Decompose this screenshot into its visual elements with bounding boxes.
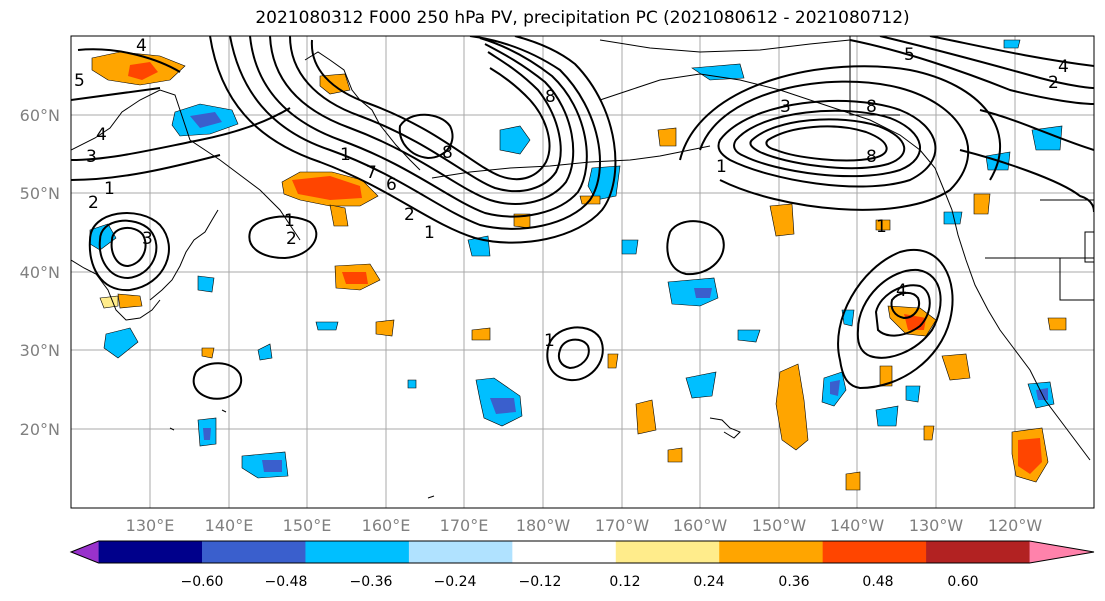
colorbar-segment [98,541,203,563]
colorbar-segment [202,541,306,563]
contour-label: 8 [866,97,877,117]
contour-label: 2 [1048,73,1059,93]
colorbar-tick-label: −0.48 [265,574,308,590]
lon-label: 130°W [909,516,964,535]
lat-label: 20°N [20,420,60,439]
colorbar-extend-min [71,541,99,563]
lon-label: 170°E [440,516,489,535]
lon-label: 160°E [362,516,411,535]
lon-label: 140°E [205,516,254,535]
contour-label: 6 [386,175,397,195]
pv-contours [71,36,1094,400]
lat-label: 50°N [20,184,60,203]
contour-label: 4 [136,36,147,56]
contour-label: 4 [896,281,907,301]
lon-label: 170°W [595,516,650,535]
contour-label: 3 [780,97,791,117]
contour-label: 1 [716,157,727,177]
colorbar-segment [615,541,720,563]
contour-label: 4 [96,125,107,145]
contour-label: 8 [545,87,556,107]
graticule [71,36,1094,508]
colorbar-tick-label: −0.36 [350,574,393,590]
lon-label: 150°W [752,516,807,535]
colorbar-outline [69,540,1095,564]
colorbar-segment [926,541,1031,563]
lon-label: 130°E [126,516,175,535]
contour-label: 8 [442,143,453,163]
contour-label: 1 [104,179,115,199]
colorbar-tick-label: 0.24 [693,574,724,590]
colorbar-segment [719,541,824,563]
map-frame [70,35,1095,509]
colorbar-tick-label: 0.12 [609,574,640,590]
longitude-labels: 130°E 140°E 150°E 160°E 170°E 180°W 170°… [126,516,1043,535]
contour-label: 5 [904,45,915,65]
contour-label: 3 [142,229,153,249]
colorbar-tick-label: −0.12 [519,574,562,590]
contour-label: 4 [1058,57,1069,77]
lat-label: 60°N [20,106,60,125]
map-title: 2021080312 F000 250 hPa PV, precipitatio… [255,8,910,28]
colorbar-tick-label: −0.60 [181,574,224,590]
colorbar-segment [822,541,927,563]
lon-label: 140°W [830,516,885,535]
lon-label: 180°W [516,516,571,535]
contour-label: 1 [340,145,351,165]
colorbar-tick-label: −0.24 [434,574,477,590]
colorbar-tick-label: 0.60 [947,574,978,590]
precipitation-shading [89,39,1067,491]
contour-label: 1 [284,211,295,231]
contour-label: 3 [86,147,97,167]
colorbar-tick-label: 0.36 [778,574,809,590]
contour-label: 2 [404,205,415,225]
contour-labels: 4 5 4 3 1 2 3 1 2 1 8 8 7 6 2 1 8 3 8 1 … [74,36,1069,351]
lat-label: 40°N [20,263,60,282]
lat-label: 30°N [20,341,60,360]
contour-label: 7 [366,163,377,183]
lon-label: 120°W [988,516,1043,535]
latitude-labels: 60°N 50°N 40°N 30°N 20°N [20,106,60,439]
contour-label: 1 [544,331,555,351]
contour-label: 2 [286,229,297,249]
colorbar-segment [305,541,410,563]
colorbar-segment [408,541,513,563]
contour-label: 5 [74,71,85,91]
lon-label: 160°W [673,516,728,535]
contour-label: 8 [866,147,877,167]
colorbar [69,540,1095,564]
map-panel: 4 5 4 3 1 2 3 1 2 1 8 8 7 6 2 1 8 3 8 1 … [71,36,1094,508]
contour-label: 1 [876,217,887,237]
contour-label: 2 [88,193,99,213]
contour-label: 1 [424,223,435,243]
colorbar-tick-label: 0.48 [862,574,893,590]
lon-label: 150°E [283,516,332,535]
colorbar-ticks: −0.60 −0.48 −0.36 −0.24 −0.12 0.12 0.24 … [181,574,979,590]
colorbar-extend-max [1029,541,1094,563]
colorbar-segment [512,541,617,563]
